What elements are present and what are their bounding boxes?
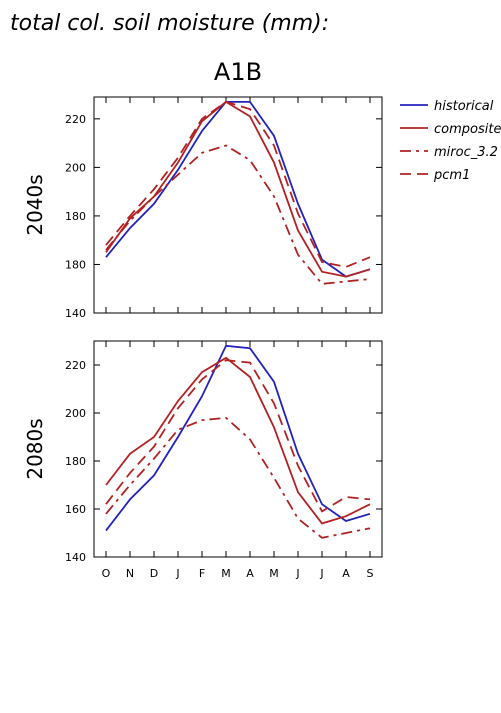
series-line xyxy=(105,344,371,532)
series-line xyxy=(105,144,371,285)
y-tick-label: 220 xyxy=(65,113,86,126)
x-tick-label: S xyxy=(367,567,374,580)
x-tick-label: J xyxy=(295,567,299,580)
y-tick-label: 140 xyxy=(65,551,86,564)
y-axis-label: 2080s xyxy=(23,418,47,479)
y-tick-label: 180 xyxy=(65,455,86,468)
x-tick-label: J xyxy=(175,567,179,580)
y-tick-label: 180 xyxy=(65,210,86,223)
x-tick-label: D xyxy=(150,567,158,580)
y-tick-label: 220 xyxy=(65,359,86,372)
series-line xyxy=(105,100,371,278)
x-tick-label: M xyxy=(221,567,231,580)
y-tick-label: 180 xyxy=(65,258,86,271)
series-line xyxy=(105,359,371,513)
y-tick-label: 200 xyxy=(65,161,86,174)
page-title: total col. soil moisture (mm): xyxy=(10,11,329,36)
x-tick-label: J xyxy=(319,567,323,580)
legend-label: pcm1 xyxy=(433,168,470,183)
series-line xyxy=(105,356,371,525)
series-line xyxy=(105,100,371,278)
x-tick-label: N xyxy=(126,567,134,580)
legend-label: historical xyxy=(434,99,494,114)
y-tick-label: 140 xyxy=(65,307,86,320)
legend-label: composite xyxy=(434,122,501,137)
legend-label: miroc_3.2 xyxy=(434,145,498,160)
x-tick-label: A xyxy=(246,567,254,580)
series-line xyxy=(105,416,371,539)
plot-frame xyxy=(93,340,383,558)
y-axis-label: 2040s xyxy=(23,174,47,235)
x-tick-label: A xyxy=(342,567,350,580)
chart-title: A1B xyxy=(214,58,262,86)
y-tick-label: 160 xyxy=(65,503,86,516)
x-tick-label: O xyxy=(102,567,111,580)
x-tick-label: F xyxy=(199,567,205,580)
series-line xyxy=(105,100,371,268)
x-tick-label: M xyxy=(269,567,279,580)
plot-frame xyxy=(93,96,383,314)
y-tick-label: 200 xyxy=(65,407,86,420)
